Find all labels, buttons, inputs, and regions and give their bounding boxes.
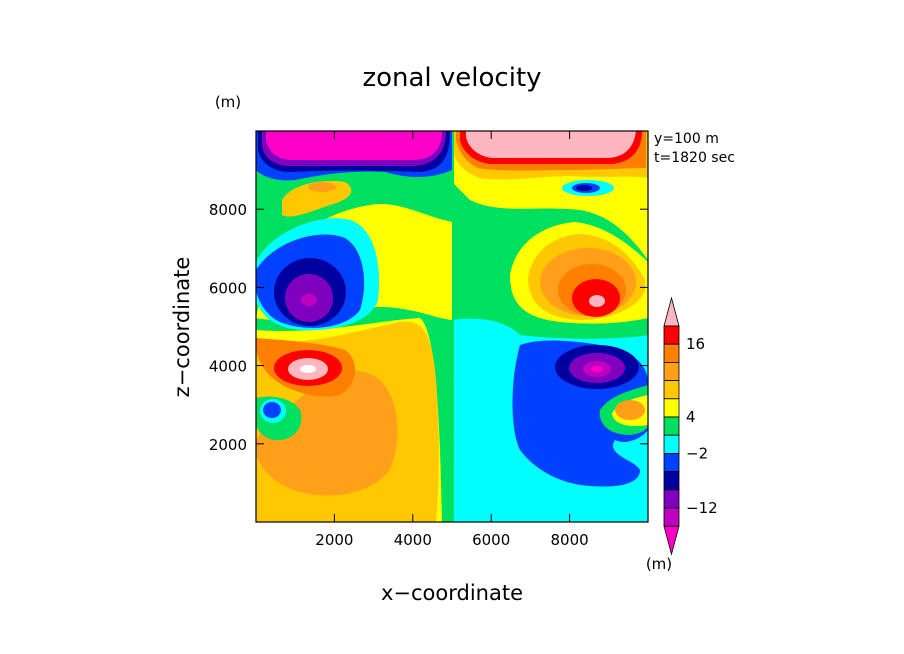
field-lower-right-orange-side [615,400,645,420]
colorbar-swatch [663,489,680,509]
field-left-violet-cell [301,294,317,306]
y-axis-label: z−coordinate [170,257,194,398]
y-tick-label: 4000 [209,358,247,376]
colorbar-swatch [663,361,680,381]
y-axis-ticks: 2000 4000 6000 8000 [209,201,648,454]
annotation-t: t=1820 sec [654,150,735,166]
field-right-top-pink [466,131,636,158]
contour-field [256,131,648,522]
colorbar-swatch [663,471,680,491]
field-right-upper-pink [589,295,605,307]
colorbar-top-arrow [663,296,680,327]
y-tick-label: 8000 [209,201,247,219]
plot-frame [255,130,649,523]
annotation-y: y=100 m [654,131,719,147]
colorbar-label: −2 [686,444,708,462]
colorbar-label: 16 [686,335,705,353]
colorbar-swatch [663,343,680,363]
colorbar-swatch [663,380,680,400]
colorbar-unit-label: (m) [646,555,672,573]
y-tick-label: 6000 [209,279,247,297]
x-tick-label: 8000 [551,531,589,549]
field-lower-left-blue [263,402,281,418]
colorbar-label: −12 [686,499,718,517]
colorbar-swatch [663,416,680,436]
field-right-top-navy [576,185,592,191]
field-center-divide [452,131,454,522]
colorbar-swatch [663,434,680,454]
field-lower-left-orange [256,370,398,496]
colorbar-swatch [663,507,680,527]
x-tick-label: 4000 [394,531,432,549]
field-left-top-magenta [266,131,442,160]
colorbar-swatch [663,398,680,418]
chart-title: zonal velocity [362,63,541,93]
field-left-upper-jet-white [300,365,316,373]
field-left-green-strip [256,306,452,522]
field-left-upper-gold [282,180,352,217]
y-tick-label: 2000 [209,436,247,454]
field-lower-right-magenta [591,366,603,372]
colorbar-bottom-arrow [663,525,680,556]
colorbar [663,296,680,556]
colorbar-swatch [663,325,680,345]
field-left-green [256,131,452,320]
colorbar-labels: 16 4 −2 −12 [686,335,718,517]
x-axis-label: x−coordinate [381,581,523,605]
colorbar-label: 4 [686,408,696,426]
y-unit-label: (m) [215,93,241,111]
x-axis-ticks: 2000 4000 6000 8000 [315,131,589,549]
field-left-upper-orange [308,182,336,192]
x-tick-label: 2000 [315,531,353,549]
colorbar-swatch [663,452,680,472]
x-tick-label: 6000 [472,531,510,549]
